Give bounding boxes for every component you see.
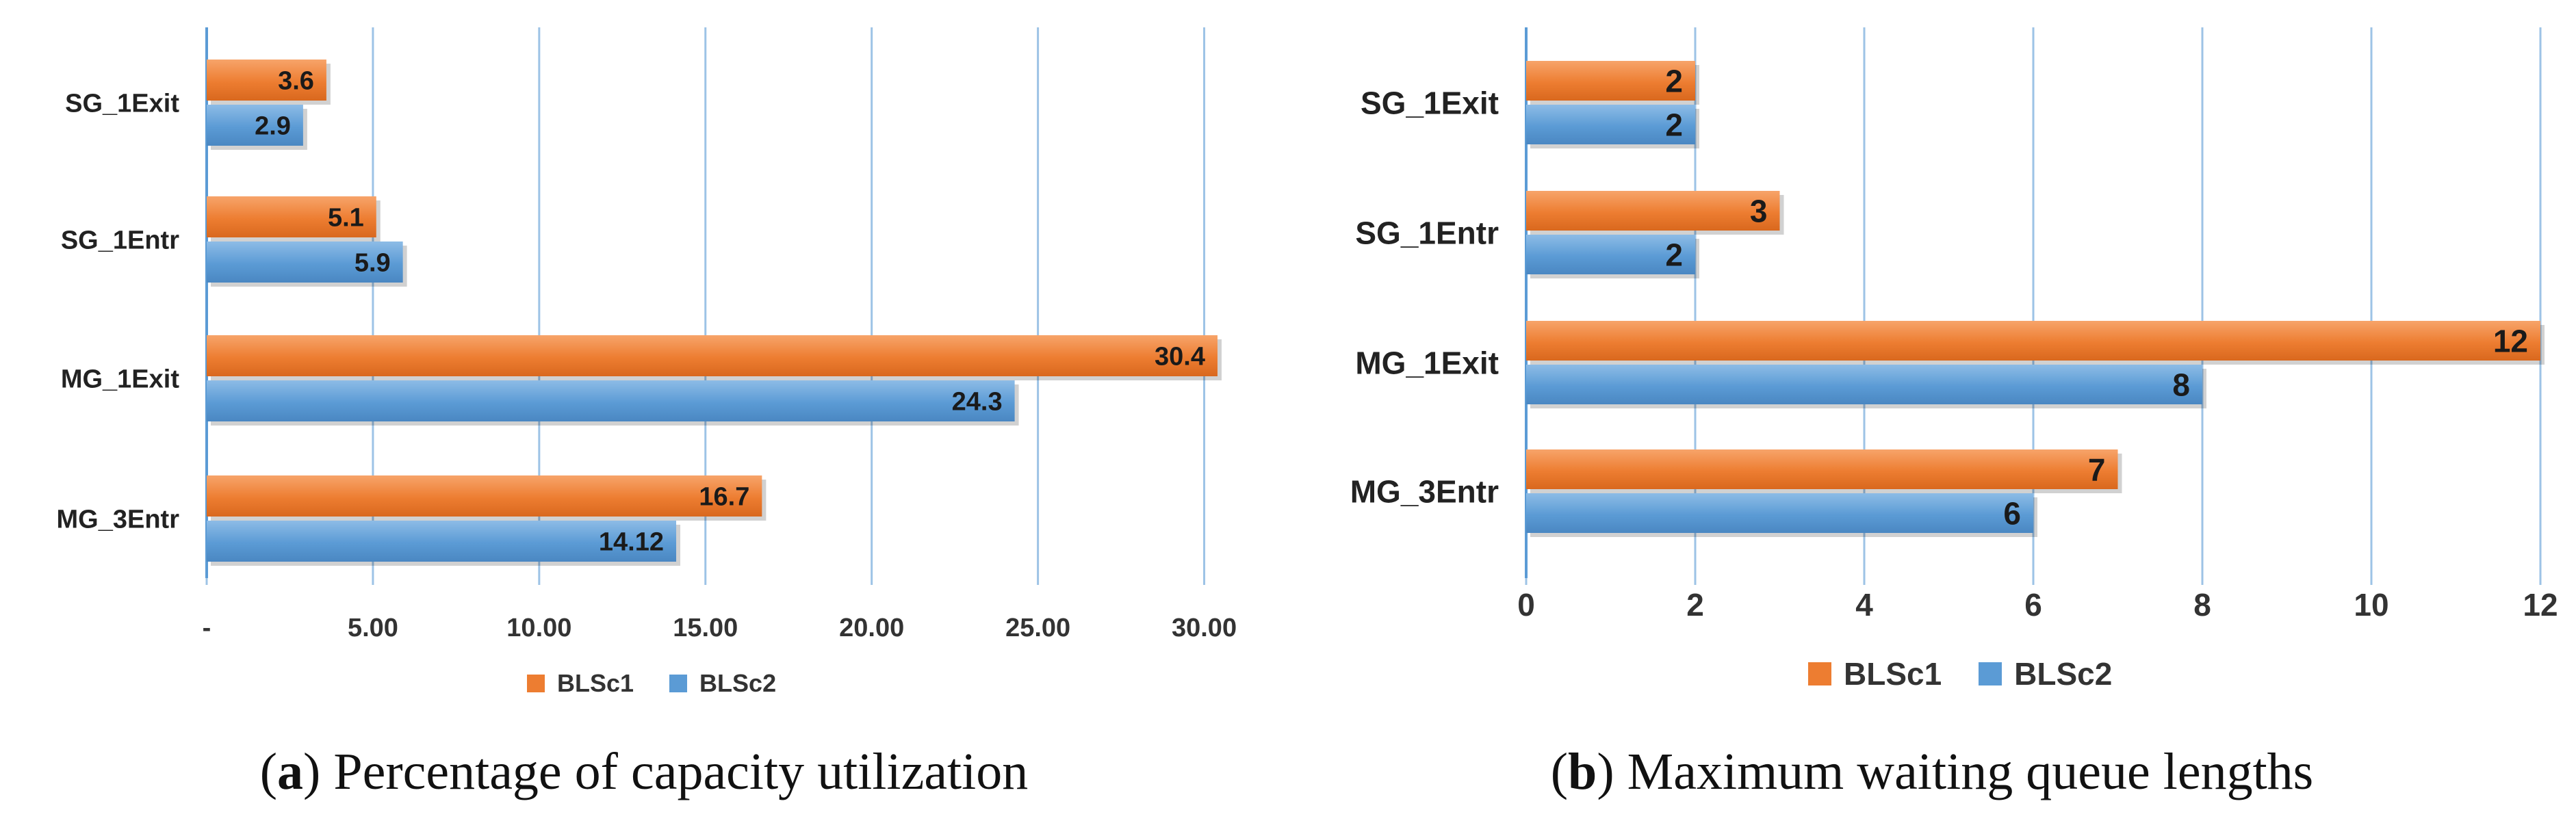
- bar-data-label: 3.6: [278, 67, 314, 96]
- bar-blsc1: [207, 335, 1218, 376]
- bar-data-label: 2: [1665, 237, 1683, 273]
- y-category-label: MG_3Entr: [57, 506, 180, 534]
- caption-b-text: Maximum waiting queue lengths: [1627, 743, 2314, 800]
- legend-swatch-blsc2: [669, 675, 688, 692]
- legend-swatch-blsc2: [1979, 662, 2002, 685]
- y-category-label: SG_1Entr: [61, 226, 179, 255]
- caption-a-letter: a: [277, 743, 303, 800]
- bar-data-label: 3: [1750, 194, 1768, 229]
- bar-data-label: 2: [1665, 107, 1683, 143]
- y-category-label: SG_1Exit: [65, 90, 179, 118]
- bar-data-label: 2: [1665, 64, 1683, 99]
- caption-b-letter: b: [1568, 743, 1597, 800]
- legend-a: BLSc1 BLSc2: [527, 669, 776, 698]
- legend-label-blsc1: BLSc1: [557, 669, 634, 697]
- x-tick-label: 6: [2024, 587, 2042, 623]
- bar-data-label: 2.9: [255, 112, 291, 141]
- y-category-label: MG_3Entr: [1350, 474, 1499, 510]
- bar-blsc2: [207, 521, 677, 562]
- bar-blsc2: [207, 105, 303, 146]
- y-category-label: MG_1Exit: [1355, 345, 1499, 381]
- x-tick-label: 15.00: [673, 614, 738, 642]
- legend-label-blsc2: BLSc2: [699, 669, 777, 697]
- bar-data-label: 12: [2493, 324, 2528, 359]
- x-tick-label: 8: [2193, 587, 2211, 623]
- x-tick-label: 4: [1855, 587, 1873, 623]
- bar-data-label: 8: [2172, 367, 2190, 403]
- bar-blsc2: [1526, 365, 2202, 404]
- x-tick-label: 10: [2354, 587, 2388, 623]
- legend-label-blsc1: BLSc1: [1844, 656, 1942, 692]
- x-tick-label: 10.00: [506, 614, 571, 642]
- bar-data-label: 16.7: [699, 483, 749, 512]
- bar-blsc2: [207, 380, 1015, 421]
- caption-a-text: Percentage of capacity utilization: [333, 743, 1029, 800]
- bar-blsc2: [1526, 105, 1695, 144]
- legend-b: BLSc1 BLSc2: [1808, 655, 2112, 692]
- bar-blsc2: [1526, 235, 1695, 274]
- chart-panel-a: - 5.00 10.00 15.00 20.00 25.00 30.00 SG_1Exit 3.…: [57, 27, 1237, 800]
- bar-blsc1: [1526, 321, 2540, 361]
- y-category-label: SG_1Entr: [1355, 215, 1499, 251]
- x-tick-label: 0: [1517, 587, 1535, 623]
- bar-data-label: 14.12: [599, 528, 664, 557]
- capacity-utilization-chart: - 5.00 10.00 15.00 20.00 25.00 30.00 SG_1Exit 3.…: [57, 27, 1237, 642]
- bar-blsc1: [1526, 191, 1780, 231]
- x-tick-label: 30.00: [1172, 614, 1237, 642]
- x-tick-label: 25.00: [1005, 614, 1070, 642]
- caption-a: (a) Percentage of capacity utilization: [259, 743, 1029, 800]
- x-tick-label: 2: [1686, 587, 1704, 623]
- bar-blsc1: [207, 196, 376, 237]
- bar-data-label: 30.4: [1155, 343, 1205, 371]
- bar-blsc1: [1526, 449, 2118, 489]
- bar-data-label: 7: [2088, 452, 2106, 488]
- bar-blsc1: [207, 475, 762, 517]
- x-tick-label: -: [203, 614, 211, 642]
- chart-panel-b: 0 2 4 6 8 10 12 SG_1Exit 2 2 SG_1Entr 3 2 MG_1Exit 12 8…: [1288, 0, 2576, 823]
- x-tick-label: 20.00: [839, 614, 904, 642]
- bar-blsc2: [207, 241, 403, 283]
- bar-blsc2: [1526, 493, 2033, 533]
- x-tick-label: 12: [2523, 587, 2558, 623]
- legend-swatch-blsc1: [527, 675, 545, 692]
- legend-swatch-blsc1: [1808, 662, 1831, 685]
- waiting-queue-chart: 0 2 4 6 8 10 12 SG_1Exit 2 2 SG_1Entr 3 2 MG_1Exit 12 8…: [1350, 27, 2558, 623]
- bar-blsc1: [207, 60, 326, 101]
- caption-b: (b) Maximum waiting queue lengths: [1550, 743, 2314, 800]
- legend-label-blsc2: BLSc2: [2014, 656, 2113, 692]
- y-category-label: SG_1Exit: [1361, 86, 1499, 121]
- bar-data-label: 5.1: [328, 204, 364, 233]
- bar-data-label: 24.3: [952, 388, 1003, 417]
- x-tick-label: 5.00: [348, 614, 398, 642]
- bar-data-label: 5.9: [355, 249, 391, 278]
- y-category-label: MG_1Exit: [61, 365, 180, 394]
- bar-blsc1: [1526, 61, 1695, 101]
- bar-data-label: 6: [2003, 496, 2021, 532]
